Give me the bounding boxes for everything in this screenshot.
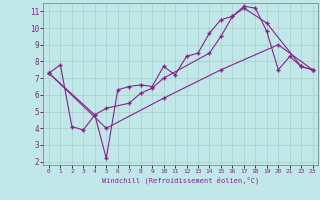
X-axis label: Windchill (Refroidissement éolien,°C): Windchill (Refroidissement éolien,°C) bbox=[102, 177, 260, 184]
